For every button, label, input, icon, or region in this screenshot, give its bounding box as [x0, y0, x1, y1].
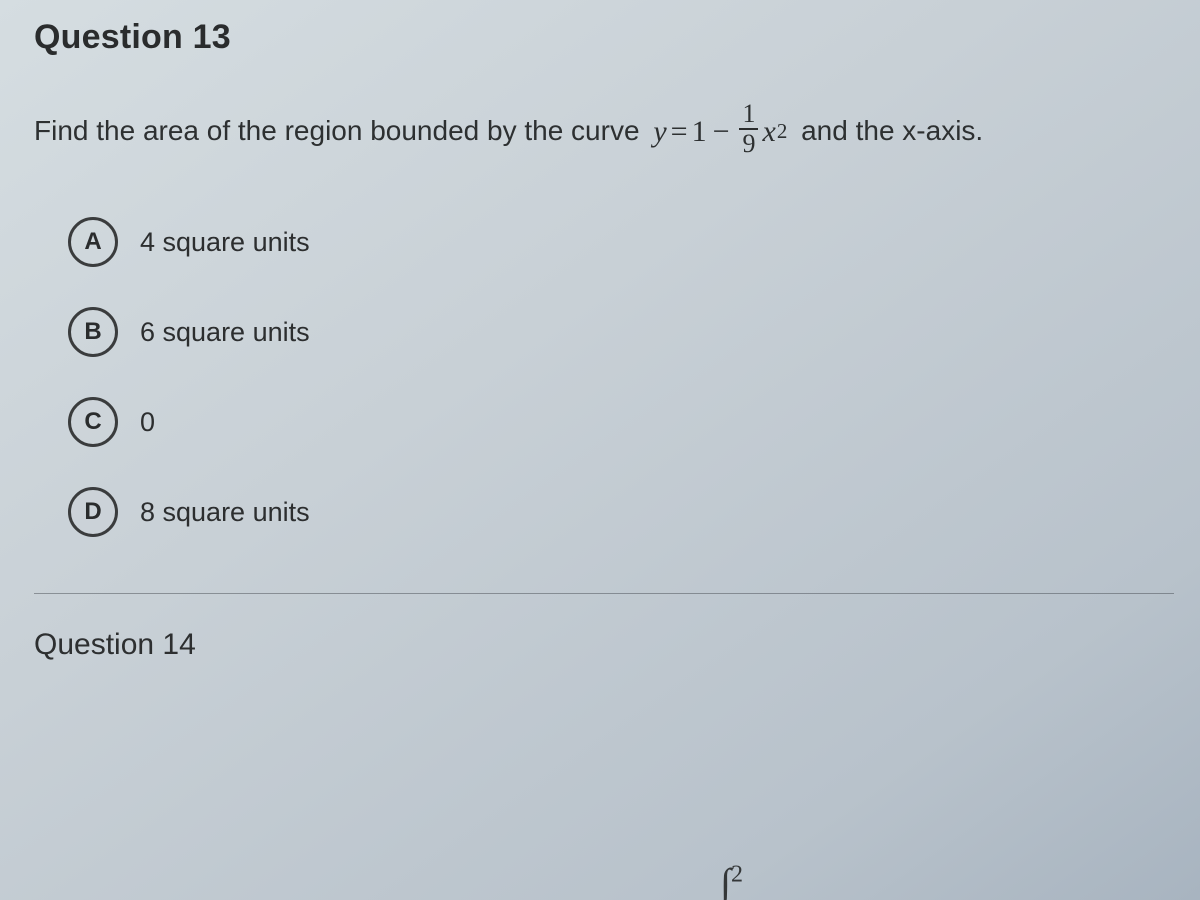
equation-equals: =: [671, 109, 688, 154]
equation: y = 1 − 1 9 x2: [653, 103, 787, 159]
option-label: 8 square units: [140, 497, 310, 528]
option-b[interactable]: B 6 square units: [68, 307, 1174, 357]
equation-lhs: y: [653, 109, 666, 154]
question-14-title: Question 14: [34, 628, 1174, 662]
option-letter-circle: D: [68, 487, 118, 537]
quiz-page: Question 13 Find the area of the region …: [0, 0, 1200, 900]
option-a[interactable]: A 4 square units: [68, 217, 1174, 267]
option-letter-circle: A: [68, 217, 118, 267]
question-14-fragment: ∫2: [720, 859, 743, 900]
option-letter-circle: C: [68, 397, 118, 447]
equation-x: x: [762, 109, 775, 154]
option-label: 0: [140, 407, 155, 438]
prompt-pre-text: Find the area of the region bounded by t…: [34, 110, 647, 152]
equation-fraction: 1 9: [739, 101, 758, 157]
fraction-numerator: 1: [739, 101, 758, 128]
option-c[interactable]: C 0: [68, 397, 1174, 447]
option-letter-circle: B: [68, 307, 118, 357]
option-letter: A: [84, 228, 101, 256]
question-13-prompt: Find the area of the region bounded by t…: [34, 103, 1174, 159]
option-letter: C: [84, 408, 101, 436]
option-letter: D: [84, 498, 101, 526]
fraction-denominator: 9: [739, 128, 758, 157]
prompt-post-text: and the x-axis.: [793, 110, 983, 152]
option-letter: B: [84, 318, 101, 346]
question-divider: [34, 593, 1174, 594]
option-label: 4 square units: [140, 227, 310, 258]
option-label: 6 square units: [140, 317, 310, 348]
option-d[interactable]: D 8 square units: [68, 487, 1174, 537]
options-list: A 4 square units B 6 square units C 0 D …: [34, 217, 1174, 537]
question-13-title: Question 13: [34, 18, 1174, 57]
integral-symbol: ∫2: [720, 859, 743, 900]
equation-minus: −: [713, 109, 730, 154]
equation-one: 1: [692, 109, 707, 154]
